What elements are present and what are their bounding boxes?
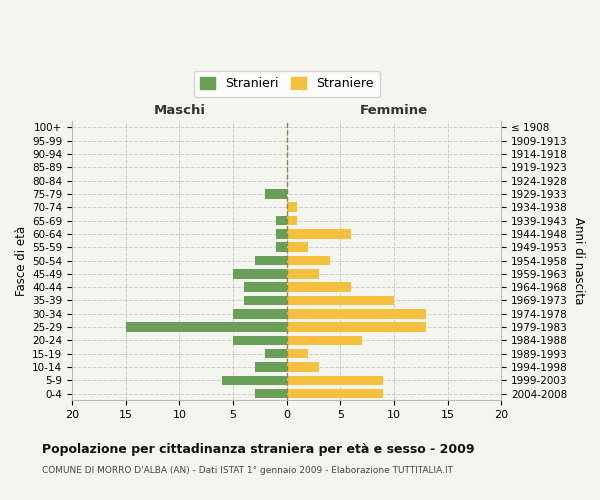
Bar — [265, 349, 287, 358]
Legend: Stranieri, Straniere: Stranieri, Straniere — [194, 71, 380, 96]
Bar — [287, 376, 383, 385]
Bar — [276, 216, 287, 226]
Bar — [287, 389, 383, 398]
Bar — [223, 376, 287, 385]
Bar — [276, 242, 287, 252]
Bar — [265, 189, 287, 199]
Text: Femmine: Femmine — [360, 104, 428, 117]
Text: Maschi: Maschi — [154, 104, 205, 117]
Bar — [287, 322, 426, 332]
Text: COMUNE DI MORRO D'ALBA (AN) - Dati ISTAT 1° gennaio 2009 - Elaborazione TUTTITAL: COMUNE DI MORRO D'ALBA (AN) - Dati ISTAT… — [42, 466, 453, 475]
Bar — [254, 362, 287, 372]
Bar — [287, 269, 319, 278]
Bar — [287, 202, 298, 212]
Bar — [287, 309, 426, 318]
Bar — [276, 229, 287, 238]
Bar — [126, 322, 287, 332]
Bar — [244, 282, 287, 292]
Bar — [287, 256, 329, 266]
Bar — [233, 336, 287, 345]
Bar — [244, 296, 287, 305]
Bar — [233, 269, 287, 278]
Bar — [287, 229, 351, 238]
Y-axis label: Anni di nascita: Anni di nascita — [572, 217, 585, 304]
Bar — [287, 242, 308, 252]
Bar — [287, 349, 308, 358]
Bar — [233, 309, 287, 318]
Bar — [254, 389, 287, 398]
Y-axis label: Fasce di età: Fasce di età — [15, 226, 28, 296]
Bar — [287, 216, 298, 226]
Bar — [287, 296, 394, 305]
Bar — [287, 362, 319, 372]
Bar — [287, 336, 362, 345]
Bar — [287, 282, 351, 292]
Bar — [254, 256, 287, 266]
Text: Popolazione per cittadinanza straniera per età e sesso - 2009: Popolazione per cittadinanza straniera p… — [42, 442, 475, 456]
